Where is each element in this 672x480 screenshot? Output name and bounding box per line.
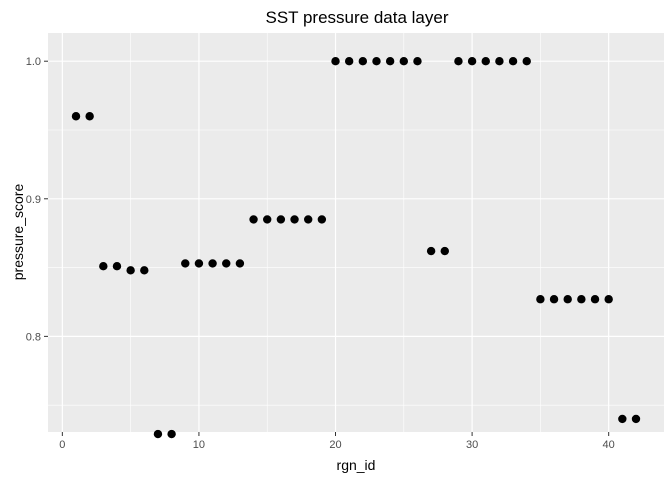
y-axis-label: pressure_score — [10, 184, 26, 281]
x-tick-label: 10 — [193, 439, 205, 451]
x-axis-ticks: 0 10 20 30 40 — [59, 432, 615, 451]
plot-panel — [48, 33, 664, 432]
data-point — [495, 57, 504, 66]
data-point — [604, 295, 613, 304]
data-point — [372, 57, 381, 66]
data-point — [522, 57, 531, 66]
data-point — [263, 215, 272, 224]
data-point — [71, 112, 81, 121]
x-tick-label: 20 — [329, 439, 341, 451]
data-point — [549, 295, 559, 304]
data-point — [235, 259, 245, 268]
data-point — [426, 246, 436, 256]
data-point — [399, 57, 409, 66]
chart-title: SST pressure data layer — [266, 8, 449, 27]
data-point — [481, 57, 490, 66]
y-tick-label: 1.0 — [26, 56, 41, 68]
y-tick-label: 0.9 — [26, 194, 41, 206]
data-point — [467, 57, 477, 66]
x-tick-label: 30 — [466, 439, 478, 451]
data-point — [85, 112, 94, 121]
x-axis-label: rgn_id — [337, 457, 376, 473]
data-point — [208, 259, 217, 268]
data-point — [440, 246, 449, 256]
data-point — [181, 259, 190, 268]
data-point — [249, 215, 258, 224]
data-point — [331, 57, 340, 66]
data-point — [126, 266, 135, 275]
data-point — [317, 215, 327, 224]
y-axis-ticks: 0.8 0.9 1.0 — [26, 56, 48, 343]
data-point — [536, 295, 545, 304]
data-points — [71, 57, 641, 439]
data-point — [413, 57, 422, 66]
data-point — [358, 57, 368, 66]
data-point — [344, 57, 354, 66]
data-point — [153, 429, 163, 439]
data-point — [563, 295, 572, 304]
data-point — [290, 215, 299, 224]
data-point — [99, 262, 108, 271]
data-point — [140, 266, 149, 275]
data-point — [590, 295, 600, 304]
x-tick-label: 0 — [59, 439, 65, 451]
data-point — [618, 414, 627, 424]
y-tick-label: 0.8 — [26, 331, 41, 343]
data-point — [194, 259, 204, 268]
data-point — [454, 57, 463, 66]
x-tick-label: 40 — [603, 439, 615, 451]
data-point — [577, 295, 586, 304]
data-point — [508, 57, 518, 66]
data-point — [112, 262, 122, 271]
major-gridlines — [48, 33, 664, 432]
data-point — [167, 429, 176, 439]
minor-gridlines — [48, 33, 664, 432]
data-point — [631, 414, 641, 424]
data-point — [303, 215, 313, 224]
data-point — [385, 57, 395, 66]
data-point — [222, 259, 231, 268]
data-point — [276, 215, 286, 224]
